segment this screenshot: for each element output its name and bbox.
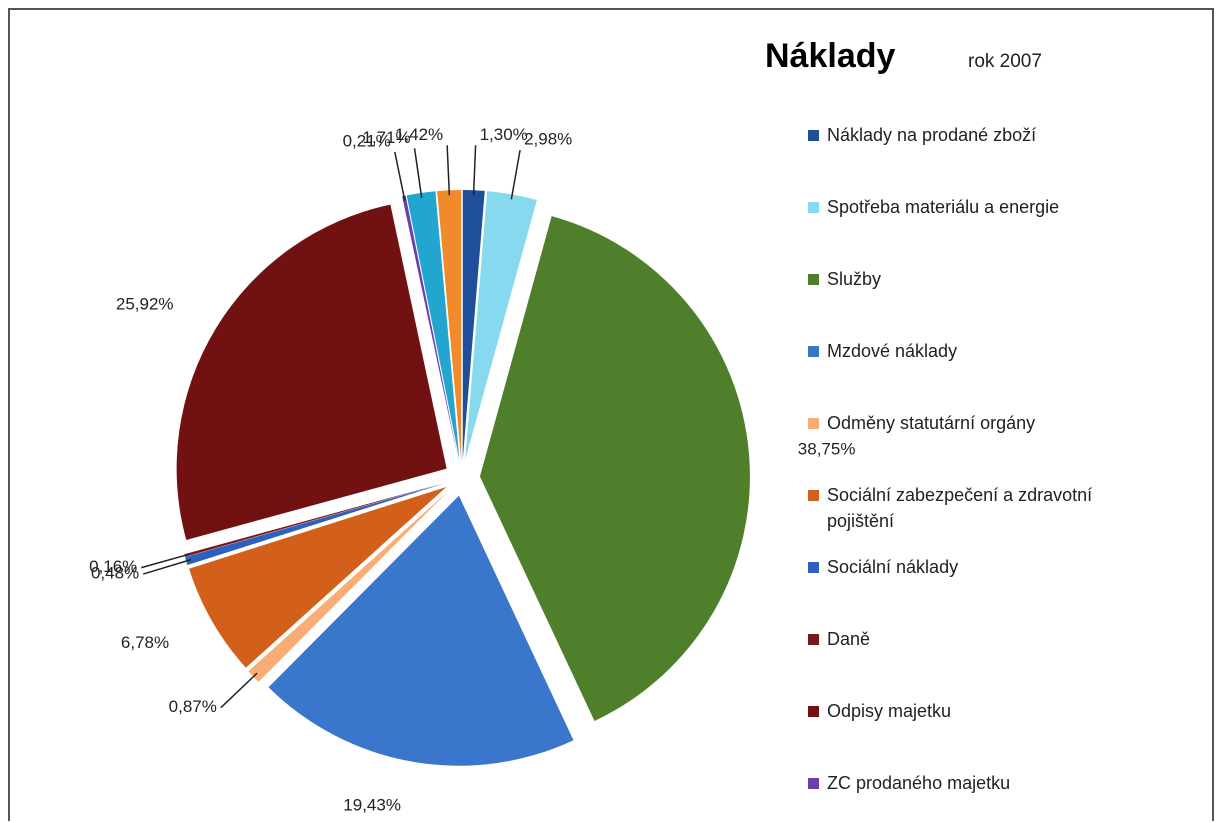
legend-item: Sociální náklady <box>808 554 1138 580</box>
legend-label: Odpisy majetku <box>827 701 952 721</box>
pie-slice <box>462 190 485 461</box>
pie-slice <box>465 191 537 461</box>
data-label: 1,42% <box>395 125 443 144</box>
legend-item: Spotřeba materiálu a energie <box>808 194 1138 220</box>
pie-slice <box>184 482 445 557</box>
leader-line <box>446 145 451 196</box>
legend-label: Odměny statutární orgány <box>827 413 1036 433</box>
leader-line <box>141 553 190 569</box>
chart-title: Náklady <box>765 37 895 75</box>
legend-label: Mzdové náklady <box>827 341 958 361</box>
leader-line <box>220 672 258 709</box>
data-label: 38,75% <box>798 439 856 458</box>
legend-swatch <box>808 418 819 429</box>
data-label: 0,16% <box>89 557 137 576</box>
pie-slice <box>406 191 460 461</box>
legend-item: Daně <box>808 626 1138 652</box>
leader-line <box>142 558 192 575</box>
legend-swatch <box>808 562 819 573</box>
legend-label: Daně <box>827 629 871 649</box>
legend-item: Služby <box>808 266 1138 292</box>
data-label: 19,43% <box>343 796 401 815</box>
leader-line <box>394 151 406 201</box>
legend-label: Sociální náklady <box>827 557 959 577</box>
legend-label: Sociální zabezpečení a zdravotní pojiště… <box>827 485 1093 531</box>
data-label: 25,92% <box>116 294 174 313</box>
data-label: 0,48% <box>91 564 139 583</box>
legend-label: Náklady na prodané zboží <box>827 125 1037 145</box>
pie-slice <box>437 190 462 461</box>
data-label: 0,87% <box>169 697 217 716</box>
pie-slice <box>268 495 574 766</box>
legend-swatch <box>808 634 819 645</box>
chart-subtitle: rok 2007 <box>968 51 1042 72</box>
data-label: 1,30% <box>480 125 528 144</box>
leader-line <box>510 149 521 200</box>
leader-line <box>472 145 477 196</box>
legend-item: ZC prodaného majetku <box>808 770 1138 796</box>
legend-item: Sociální zabezpečení a zdravotní pojiště… <box>808 482 1138 534</box>
legend-swatch <box>808 130 819 141</box>
legend-swatch <box>808 346 819 357</box>
pie-slice <box>189 486 447 668</box>
frame <box>8 8 1214 821</box>
data-label: 1,71% <box>362 128 410 147</box>
data-label: 0,21% <box>343 131 391 150</box>
legend-item: Odpisy majetku <box>808 698 1138 724</box>
legend-item: Mzdové náklady <box>808 338 1138 364</box>
pie-slice <box>402 195 459 461</box>
legend-swatch <box>808 274 819 285</box>
legend-swatch <box>808 706 819 717</box>
legend-label: ZC prodaného majetku <box>827 773 1011 793</box>
data-label: 6,78% <box>121 633 169 652</box>
legend-label: Spotřeba materiálu a energie <box>827 197 1060 217</box>
legend-item: Náklady na prodané zboží <box>808 122 1138 148</box>
pie-slice <box>176 204 447 541</box>
legend-label: Služby <box>827 269 882 289</box>
pie-slice <box>248 490 449 682</box>
pie-slice <box>479 216 750 721</box>
data-label: 2,98% <box>524 130 572 149</box>
legend-swatch <box>808 778 819 789</box>
pie-slice <box>185 483 445 565</box>
leader-line <box>413 148 423 198</box>
legend-swatch <box>808 490 819 501</box>
legend-swatch <box>808 202 819 213</box>
legend-item: Odměny statutární orgány <box>808 410 1138 436</box>
